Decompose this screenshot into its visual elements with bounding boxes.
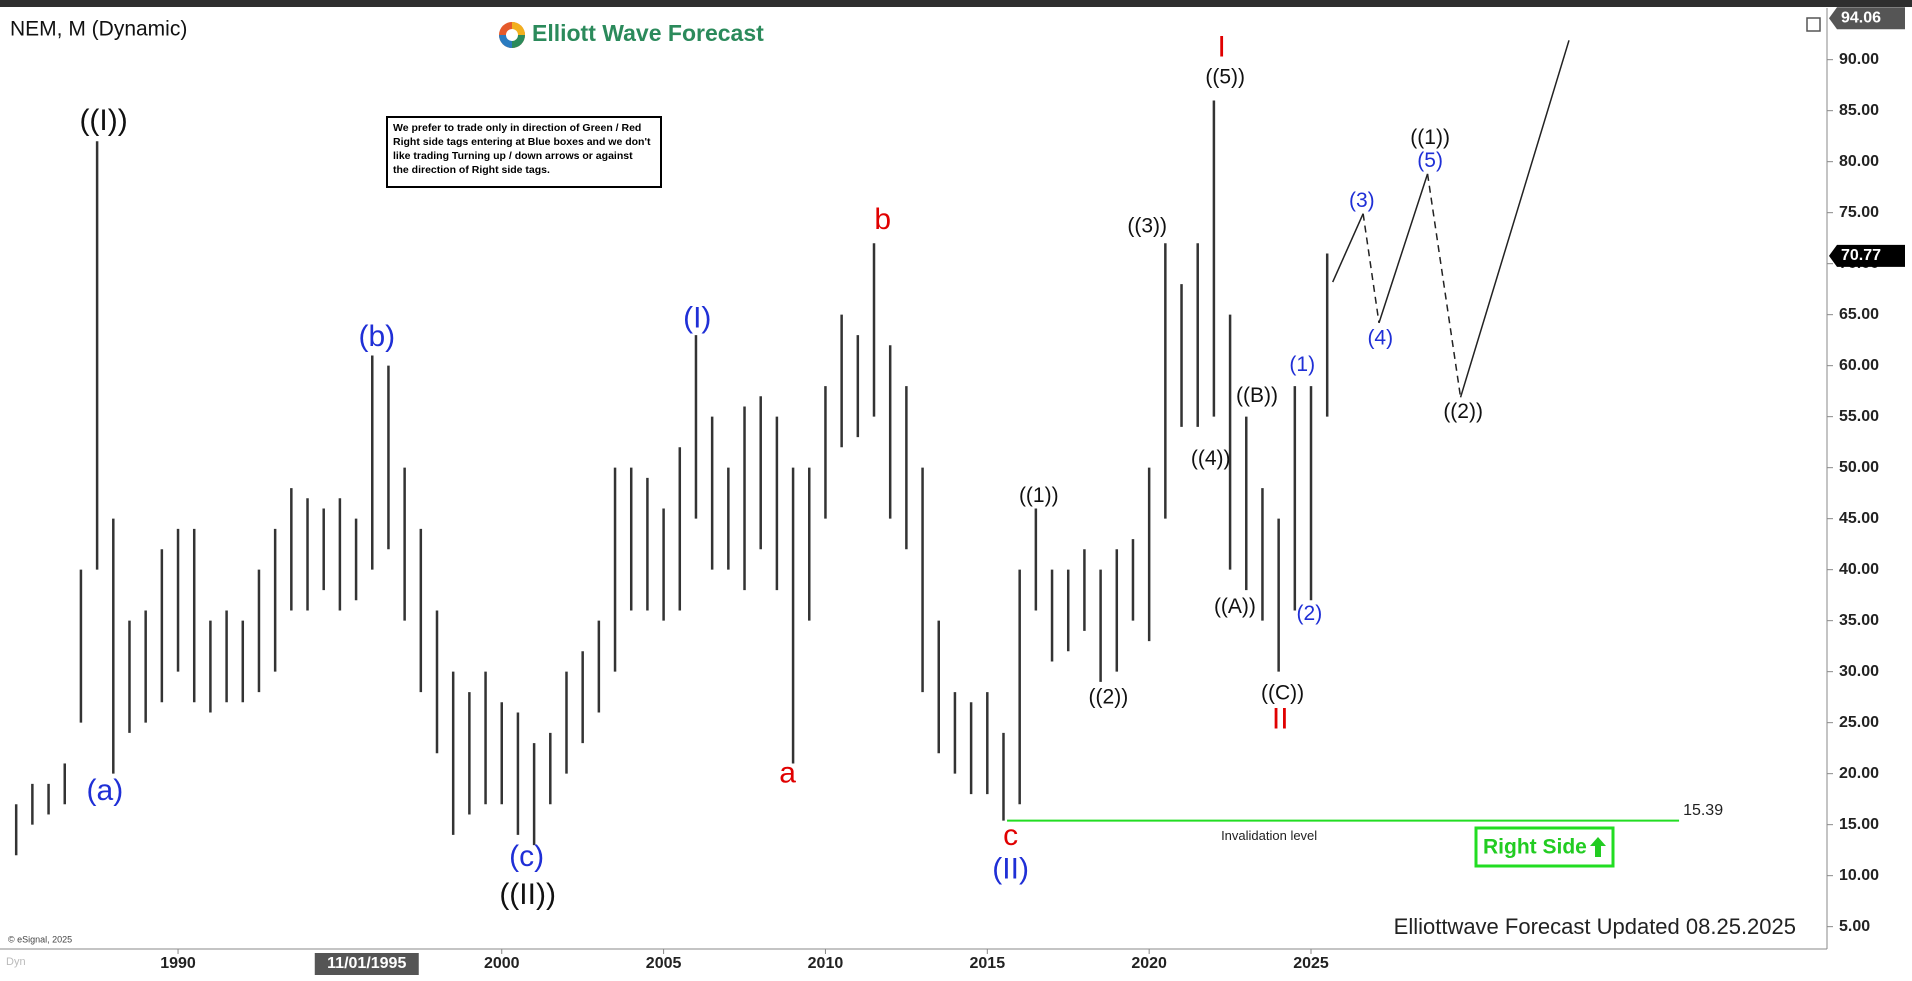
wave-label: (b) xyxy=(358,320,395,353)
y-tick-label: 50.00 xyxy=(1839,459,1879,476)
wave-label: (3) xyxy=(1349,189,1375,212)
notice-line: like trading Turning up / down arrows or… xyxy=(393,150,633,162)
x-tick-label: 2010 xyxy=(808,955,844,972)
y-tick-label: 30.00 xyxy=(1839,663,1879,680)
y-tick-label: 35.00 xyxy=(1839,612,1879,629)
wave-label: a xyxy=(779,757,796,790)
notice-box xyxy=(386,116,662,188)
wave-label: (a) xyxy=(87,774,124,807)
x-tick-label: 1990 xyxy=(160,955,196,972)
window-icon[interactable] xyxy=(1806,17,1821,32)
y-tick-label: 90.00 xyxy=(1839,51,1879,68)
wave-label: ((B)) xyxy=(1236,384,1278,407)
right-side-badge: Right Side xyxy=(1474,826,1615,868)
projection-segment xyxy=(1426,173,1462,398)
wave-label: (5) xyxy=(1417,149,1443,172)
x-tick-label: 2025 xyxy=(1293,955,1329,972)
wave-label: ((A)) xyxy=(1214,595,1256,618)
y-tick-label: 60.00 xyxy=(1839,357,1879,374)
price-marker-label: 94.06 xyxy=(1841,9,1881,26)
notice-line: the direction of Right side tags. xyxy=(393,164,550,176)
wave-label: (4) xyxy=(1367,327,1393,350)
chart-title: NEM, M (Dynamic) xyxy=(10,18,187,41)
wave-label: ((1)) xyxy=(1019,484,1059,507)
y-tick-label: 25.00 xyxy=(1839,714,1879,731)
notice-line: Right side tags entering at Blue boxes a… xyxy=(393,136,651,148)
y-tick-label: 10.00 xyxy=(1839,867,1879,884)
x-tick-label: 2000 xyxy=(484,955,520,972)
corner-label: Dyn xyxy=(6,956,26,968)
wave-label: ((C)) xyxy=(1261,682,1304,705)
wave-label: ((2)) xyxy=(1443,400,1483,423)
y-tick-label: 65.00 xyxy=(1839,306,1879,323)
y-tick-label: 55.00 xyxy=(1839,408,1879,425)
projection-segment xyxy=(1332,213,1364,283)
wave-label: (1) xyxy=(1289,353,1315,376)
y-tick-label: 45.00 xyxy=(1839,510,1879,527)
logo: Elliott Wave Forecast xyxy=(499,20,764,48)
wave-label: II xyxy=(1272,703,1289,736)
copyright: © eSignal, 2025 xyxy=(8,934,72,944)
badge-arrow xyxy=(1590,837,1606,857)
y-tick-label: 15.00 xyxy=(1839,816,1879,833)
x-tick-label: 2005 xyxy=(646,955,682,972)
wave-label: ((3)) xyxy=(1127,214,1167,237)
projection-segment xyxy=(1378,173,1429,324)
x-tick-label: 2015 xyxy=(970,955,1006,972)
wave-label: ((2)) xyxy=(1089,686,1129,709)
y-tick-label: 5.00 xyxy=(1839,918,1870,935)
y-tick-label: 80.00 xyxy=(1839,153,1879,170)
crosshair-box xyxy=(314,953,419,975)
logo-text: Elliott Wave Forecast xyxy=(532,20,764,46)
wave-label: ((4)) xyxy=(1191,447,1231,470)
invalidation-text: Invalidation level xyxy=(1221,828,1317,843)
price-marker-box xyxy=(1829,244,1905,267)
wave-label: (2) xyxy=(1297,602,1323,625)
projection-segment xyxy=(1362,213,1380,323)
logo-icon-core xyxy=(506,29,518,41)
badge-box xyxy=(1474,826,1615,868)
wave-label: ((5)) xyxy=(1205,66,1245,89)
y-tick-label: 75.00 xyxy=(1839,204,1879,221)
x-tick-label: 2020 xyxy=(1131,955,1167,972)
wave-label: ((I)) xyxy=(79,104,127,137)
notice-line: We prefer to trade only in direction of … xyxy=(393,122,641,134)
price-marker-box xyxy=(1829,7,1905,30)
top-bar xyxy=(0,0,1912,7)
wave-label: c xyxy=(1003,819,1018,852)
y-tick-label: 20.00 xyxy=(1839,765,1879,782)
wave-label: I xyxy=(1217,30,1225,63)
wave-label: b xyxy=(874,203,891,236)
footer: Elliottwave Forecast Updated 08.25.2025 xyxy=(1394,914,1796,939)
wave-label: ((II)) xyxy=(499,878,556,911)
wave-label: (II) xyxy=(992,852,1029,885)
crosshair-label: 11/01/1995 xyxy=(327,955,406,972)
wave-label: ((1)) xyxy=(1410,126,1450,149)
y-tick-label: 85.00 xyxy=(1839,102,1879,119)
badge-text: Right Side xyxy=(1483,836,1587,859)
y-tick-label: 40.00 xyxy=(1839,561,1879,578)
invalidation-value: 15.39 xyxy=(1683,802,1723,819)
wave-label: (I) xyxy=(683,302,711,335)
price-marker-label: 70.77 xyxy=(1841,247,1881,264)
projection-segment xyxy=(1459,40,1570,398)
wave-label: (c) xyxy=(509,840,544,873)
